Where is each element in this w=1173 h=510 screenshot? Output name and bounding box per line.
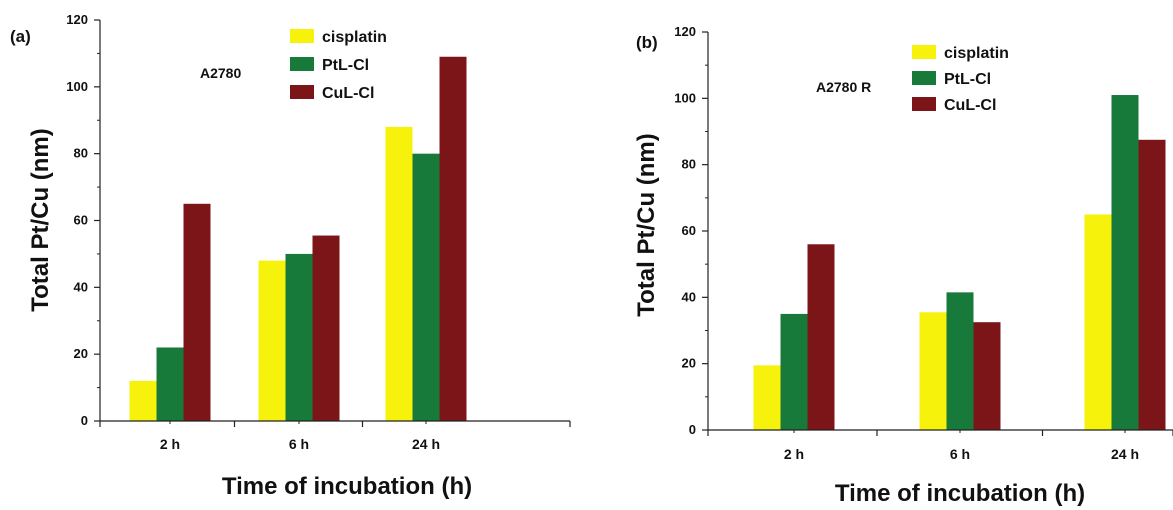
y-tick-label: 0 bbox=[81, 413, 88, 428]
bar-ptl-cl-24h bbox=[1111, 95, 1139, 431]
legend-label: cisplatin bbox=[944, 45, 1009, 62]
bar-cisplatin-2h bbox=[753, 365, 781, 430]
y-tick-label: 0 bbox=[689, 422, 696, 437]
chart-panel-a: (a) 0 20 40 60 80 100 120 2 h 6 h 24 h Time of incu… bbox=[10, 12, 571, 500]
legend-swatch bbox=[912, 71, 936, 85]
y-tick-label: 60 bbox=[74, 213, 88, 228]
y-tick-label: 60 bbox=[682, 223, 696, 238]
y-tick-label: 80 bbox=[682, 157, 696, 172]
legend: cisplatin PtL-Cl CuL-Cl bbox=[912, 45, 1009, 114]
bar-cul-cl-2h bbox=[807, 244, 835, 430]
y-tick-label: 20 bbox=[682, 356, 696, 371]
x-tick-label: 2 h bbox=[160, 436, 180, 452]
bar-cisplatin-2h bbox=[129, 380, 157, 421]
bar-cisplatin-24h bbox=[1084, 214, 1112, 430]
legend-swatch bbox=[290, 29, 314, 43]
bar-cul-cl-6h bbox=[312, 235, 340, 421]
y-tick-label: 120 bbox=[66, 12, 88, 27]
x-axis-title: Time of incubation (h) bbox=[222, 473, 472, 500]
x-tick-label: 2 h bbox=[784, 446, 804, 462]
bar-ptl-cl-6h bbox=[285, 253, 313, 421]
x-tick-label: 24 h bbox=[1111, 446, 1139, 462]
x-tick-label: 6 h bbox=[289, 436, 309, 452]
legend-swatch bbox=[290, 85, 314, 99]
panel-letter: (a) bbox=[10, 27, 31, 46]
y-axis-title: Total Pt/Cu (nm) bbox=[633, 133, 660, 317]
bar-ptl-cl-2h bbox=[780, 313, 808, 430]
legend-swatch bbox=[912, 45, 936, 59]
bar-cul-cl-2h bbox=[183, 203, 211, 421]
legend-swatch bbox=[912, 97, 936, 111]
legend-label: PtL-Cl bbox=[322, 57, 369, 74]
bar-cul-cl-24h bbox=[1138, 139, 1166, 430]
chart-panel-b: (b) 0 20 40 60 80 100 120 2 h 6 h 24 h Time of incu… bbox=[633, 24, 1173, 507]
legend-label: CuL-Cl bbox=[944, 97, 996, 114]
bar-cul-cl-24h bbox=[439, 56, 467, 422]
bar-cisplatin-6h bbox=[258, 260, 286, 421]
bar-ptl-cl-6h bbox=[946, 292, 974, 430]
legend-swatch bbox=[290, 57, 314, 71]
bar-cisplatin-6h bbox=[919, 312, 947, 430]
legend-label: CuL-Cl bbox=[322, 85, 374, 102]
y-tick-label: 80 bbox=[74, 146, 88, 161]
bar-cul-cl-6h bbox=[973, 322, 1001, 430]
legend-label: cisplatin bbox=[322, 29, 387, 46]
bar-cisplatin-24h bbox=[385, 126, 413, 421]
cell-line-label: A2780 R bbox=[816, 79, 871, 95]
bar-ptl-cl-24h bbox=[412, 153, 440, 421]
bar-ptl-cl-2h bbox=[156, 347, 184, 421]
y-axis-title: Total Pt/Cu (nm) bbox=[27, 128, 54, 312]
y-tick-label: 20 bbox=[74, 346, 88, 361]
legend-label: PtL-Cl bbox=[944, 71, 991, 88]
y-tick-label: 100 bbox=[674, 90, 696, 105]
x-axis-title: Time of incubation (h) bbox=[835, 480, 1085, 507]
y-tick-label: 100 bbox=[66, 79, 88, 94]
legend: cisplatin PtL-Cl CuL-Cl bbox=[290, 29, 387, 102]
y-tick-label: 40 bbox=[682, 289, 696, 304]
y-tick-label: 120 bbox=[674, 24, 696, 39]
x-tick-label: 24 h bbox=[412, 436, 440, 452]
panel-letter: (b) bbox=[636, 33, 658, 52]
y-tick-label: 40 bbox=[74, 279, 88, 294]
cell-line-label: A2780 bbox=[200, 65, 241, 81]
x-tick-label: 6 h bbox=[950, 446, 970, 462]
